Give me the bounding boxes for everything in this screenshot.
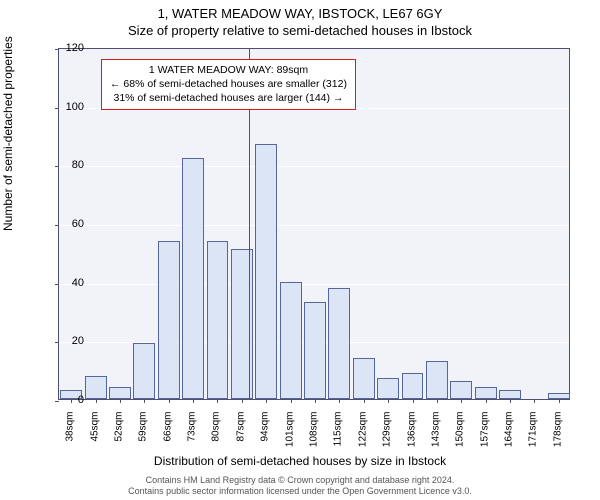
x-tick-label: 143sqm bbox=[430, 412, 441, 452]
histogram-bar bbox=[402, 373, 424, 399]
x-tick-label: 38sqm bbox=[65, 412, 76, 452]
grid-line bbox=[59, 166, 569, 167]
histogram-bar bbox=[85, 376, 107, 399]
x-tick-label: 73sqm bbox=[187, 412, 198, 452]
footer-line2: Contains public sector information licen… bbox=[0, 486, 600, 498]
chart-container: 1, WATER MEADOW WAY, IBSTOCK, LE67 6GY S… bbox=[0, 0, 600, 500]
x-tick bbox=[144, 399, 145, 403]
x-tick-label: 150sqm bbox=[455, 412, 466, 452]
x-tick-label: 157sqm bbox=[479, 412, 490, 452]
info-box-line: ← 68% of semi-detached houses are smalle… bbox=[110, 77, 347, 91]
histogram-bar bbox=[450, 381, 472, 399]
histogram-bar bbox=[133, 343, 155, 399]
x-tick bbox=[413, 399, 414, 403]
histogram-bar bbox=[304, 302, 326, 399]
x-tick-label: 59sqm bbox=[138, 412, 149, 452]
y-tick-label: 80 bbox=[54, 159, 84, 171]
x-tick-label: 66sqm bbox=[162, 412, 173, 452]
histogram-bar bbox=[353, 358, 375, 399]
x-tick bbox=[364, 399, 365, 403]
title-main: 1, WATER MEADOW WAY, IBSTOCK, LE67 6GY bbox=[0, 0, 600, 21]
info-box-line: 31% of semi-detached houses are larger (… bbox=[110, 91, 347, 105]
title-sub: Size of property relative to semi-detach… bbox=[0, 21, 600, 38]
y-axis-label: Number of semi-detached properties bbox=[1, 36, 15, 231]
y-tick-label: 20 bbox=[54, 335, 84, 347]
x-tick bbox=[193, 399, 194, 403]
x-tick bbox=[96, 399, 97, 403]
histogram-bar bbox=[158, 241, 180, 399]
x-tick bbox=[120, 399, 121, 403]
x-tick-label: 171sqm bbox=[528, 412, 539, 452]
histogram-bar bbox=[182, 158, 204, 399]
x-tick-label: 178sqm bbox=[552, 412, 563, 452]
y-tick-label: 120 bbox=[54, 42, 84, 54]
x-tick-label: 115sqm bbox=[333, 412, 344, 452]
histogram-bar bbox=[475, 387, 497, 399]
histogram-bar bbox=[426, 361, 448, 399]
y-tick-label: 60 bbox=[54, 218, 84, 230]
footer-note: Contains HM Land Registry data © Crown c… bbox=[0, 475, 600, 498]
x-tick bbox=[510, 399, 511, 403]
x-tick bbox=[217, 399, 218, 403]
x-tick bbox=[437, 399, 438, 403]
x-tick bbox=[486, 399, 487, 403]
histogram-bar bbox=[207, 241, 229, 399]
x-tick-label: 52sqm bbox=[113, 412, 124, 452]
histogram-bar bbox=[377, 378, 399, 399]
info-box: 1 WATER MEADOW WAY: 89sqm← 68% of semi-d… bbox=[101, 59, 356, 110]
x-tick-label: 101sqm bbox=[284, 412, 295, 452]
x-tick bbox=[242, 399, 243, 403]
y-tick-label: 40 bbox=[54, 277, 84, 289]
histogram-bar bbox=[499, 390, 521, 399]
x-tick bbox=[559, 399, 560, 403]
x-tick-label: 94sqm bbox=[260, 412, 271, 452]
x-tick bbox=[339, 399, 340, 403]
x-tick bbox=[388, 399, 389, 403]
y-tick-label: 0 bbox=[54, 394, 84, 406]
x-tick bbox=[169, 399, 170, 403]
histogram-bar bbox=[255, 144, 277, 399]
x-tick-label: 164sqm bbox=[504, 412, 515, 452]
x-tick-label: 136sqm bbox=[406, 412, 417, 452]
x-tick bbox=[291, 399, 292, 403]
histogram-bar bbox=[328, 288, 350, 399]
x-tick-label: 87sqm bbox=[235, 412, 246, 452]
x-tick-label: 129sqm bbox=[382, 412, 393, 452]
grid-line bbox=[59, 225, 569, 226]
x-tick bbox=[461, 399, 462, 403]
grid-line bbox=[59, 284, 569, 285]
x-tick bbox=[534, 399, 535, 403]
y-tick-label: 100 bbox=[54, 101, 84, 113]
x-tick-label: 80sqm bbox=[211, 412, 222, 452]
x-tick bbox=[266, 399, 267, 403]
x-axis-label: Distribution of semi-detached houses by … bbox=[0, 454, 600, 468]
histogram-bar bbox=[548, 393, 570, 399]
x-tick-label: 122sqm bbox=[357, 412, 368, 452]
x-tick-label: 45sqm bbox=[89, 412, 100, 452]
info-box-line: 1 WATER MEADOW WAY: 89sqm bbox=[110, 63, 347, 77]
histogram-bar bbox=[280, 282, 302, 399]
plot-area: 1 WATER MEADOW WAY: 89sqm← 68% of semi-d… bbox=[58, 48, 570, 400]
histogram-bar bbox=[109, 387, 131, 399]
x-tick-label: 108sqm bbox=[309, 412, 320, 452]
footer-line1: Contains HM Land Registry data © Crown c… bbox=[0, 475, 600, 487]
x-tick bbox=[315, 399, 316, 403]
